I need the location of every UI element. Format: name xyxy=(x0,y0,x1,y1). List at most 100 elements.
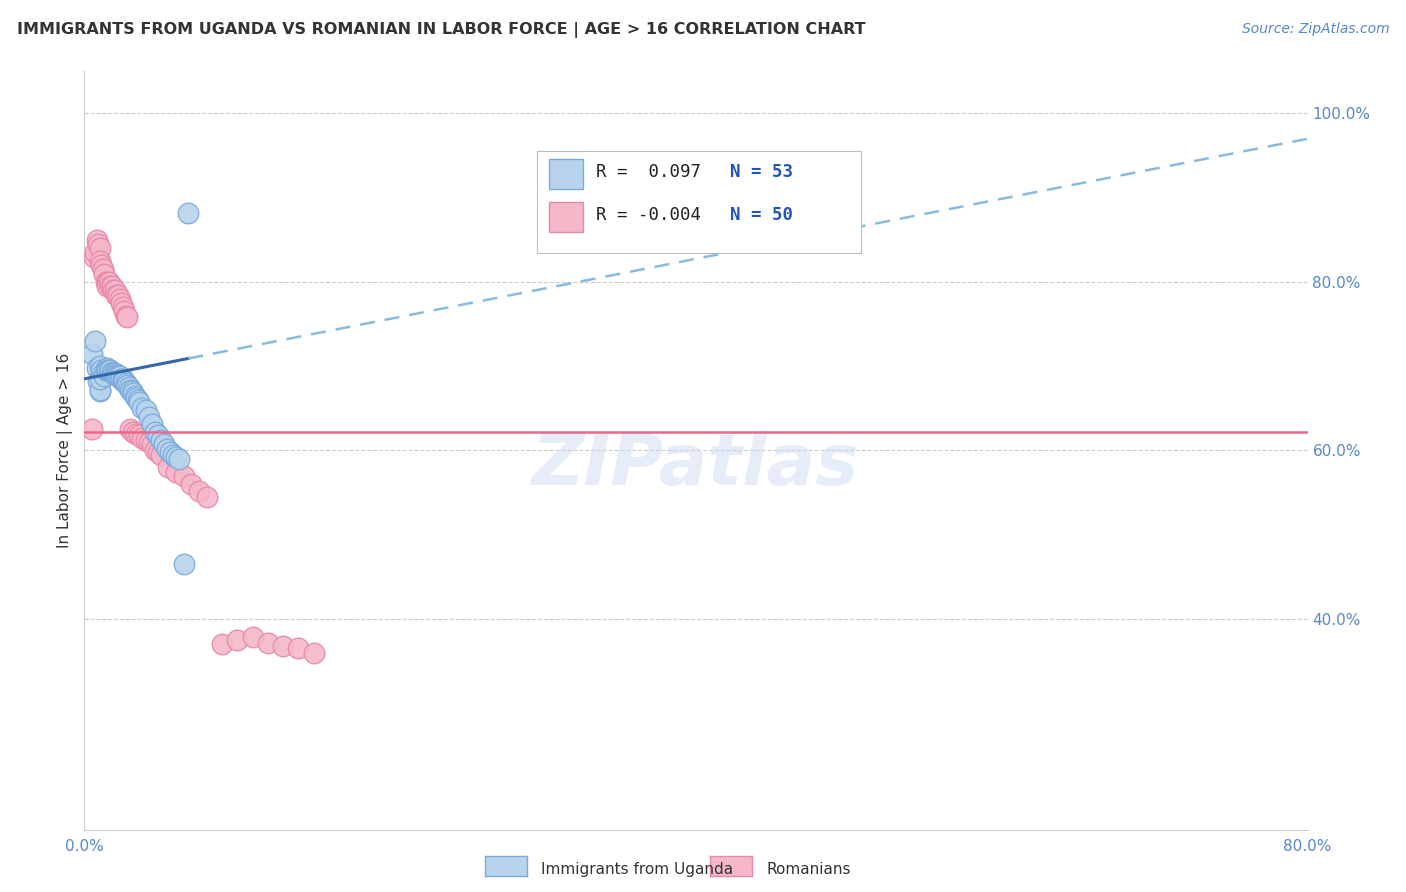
Point xyxy=(127,392,149,407)
Point xyxy=(90,363,112,377)
Point xyxy=(84,245,107,260)
Point xyxy=(128,394,150,409)
Point xyxy=(112,375,135,389)
Point xyxy=(89,384,111,399)
FancyBboxPatch shape xyxy=(537,151,860,253)
Point xyxy=(103,366,125,380)
Point xyxy=(91,262,114,277)
Point xyxy=(86,360,108,375)
Point xyxy=(143,425,166,439)
Point xyxy=(91,366,114,380)
Point xyxy=(107,369,129,384)
Point xyxy=(177,206,200,220)
Point xyxy=(114,309,136,323)
Point xyxy=(146,445,169,459)
Point xyxy=(97,275,120,289)
Point xyxy=(83,250,105,264)
Text: Source: ZipAtlas.com: Source: ZipAtlas.com xyxy=(1241,22,1389,37)
Point xyxy=(89,359,111,374)
Point xyxy=(111,375,134,389)
Point xyxy=(128,428,150,442)
Point xyxy=(162,448,184,462)
Point xyxy=(114,376,136,390)
Point xyxy=(96,363,118,377)
Point xyxy=(80,422,103,436)
Point xyxy=(87,375,110,389)
Text: R =  0.097: R = 0.097 xyxy=(596,163,700,181)
Bar xyxy=(550,202,583,232)
Point xyxy=(101,279,124,293)
Point xyxy=(96,275,118,289)
Point xyxy=(122,425,145,439)
Point xyxy=(120,383,142,397)
Point xyxy=(103,284,125,298)
Point xyxy=(226,633,249,648)
Point xyxy=(96,279,118,293)
Point xyxy=(173,557,195,572)
Point xyxy=(93,267,115,281)
Text: IMMIGRANTS FROM UGANDA VS ROMANIAN IN LABOR FORCE | AGE > 16 CORRELATION CHART: IMMIGRANTS FROM UGANDA VS ROMANIAN IN LA… xyxy=(17,22,866,38)
Point xyxy=(257,635,280,649)
Point xyxy=(98,279,121,293)
Point xyxy=(80,346,103,360)
Point xyxy=(153,436,176,450)
Point xyxy=(125,391,148,405)
Point xyxy=(157,460,180,475)
Point xyxy=(121,384,143,399)
Point xyxy=(110,372,132,386)
Point xyxy=(101,365,124,379)
Point xyxy=(89,241,111,255)
Point xyxy=(112,304,135,318)
Point xyxy=(156,442,179,456)
Point xyxy=(94,363,117,377)
Point xyxy=(89,383,111,397)
Point xyxy=(122,386,145,401)
Point xyxy=(115,310,138,325)
Point xyxy=(125,426,148,441)
Text: ZIPatlas: ZIPatlas xyxy=(533,431,859,500)
Point xyxy=(135,434,157,448)
Point xyxy=(94,275,117,289)
Point xyxy=(111,372,134,386)
Point xyxy=(302,646,325,660)
Text: N = 53: N = 53 xyxy=(730,163,793,181)
Point xyxy=(108,369,131,384)
Y-axis label: In Labor Force | Age > 16: In Labor Force | Age > 16 xyxy=(58,353,73,548)
Point xyxy=(165,465,187,479)
Point xyxy=(96,360,118,375)
Point xyxy=(104,284,127,298)
Point xyxy=(188,483,211,498)
Point xyxy=(287,641,309,656)
Point xyxy=(138,409,160,424)
Point xyxy=(271,639,294,653)
Point xyxy=(97,363,120,377)
Point xyxy=(120,422,142,436)
Point xyxy=(167,451,190,466)
Point xyxy=(165,450,187,465)
Point xyxy=(173,468,195,483)
Point xyxy=(115,377,138,392)
Text: Immigrants from Uganda: Immigrants from Uganda xyxy=(541,863,734,877)
Point xyxy=(105,368,128,382)
Text: Romanians: Romanians xyxy=(766,863,851,877)
Point xyxy=(242,631,264,645)
Point xyxy=(107,287,129,301)
Point xyxy=(138,435,160,450)
Point xyxy=(110,296,132,310)
Point xyxy=(108,292,131,306)
Point xyxy=(87,237,110,252)
Point xyxy=(135,403,157,417)
Text: R = -0.004: R = -0.004 xyxy=(596,206,700,225)
Point xyxy=(111,300,134,314)
Point xyxy=(195,490,218,504)
Point xyxy=(146,428,169,442)
Point xyxy=(84,334,107,348)
Point xyxy=(131,431,153,445)
Point xyxy=(124,389,146,403)
Point xyxy=(90,258,112,272)
Point xyxy=(211,637,233,651)
Text: N = 50: N = 50 xyxy=(730,206,793,225)
Point xyxy=(104,366,127,380)
Point xyxy=(159,445,181,459)
Point xyxy=(141,436,163,450)
